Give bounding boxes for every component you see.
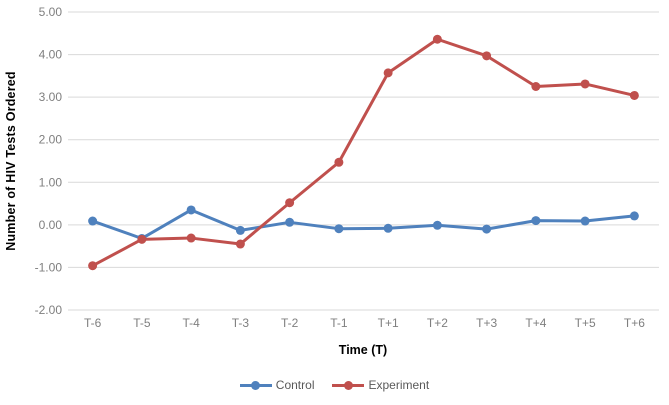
- data-point-control-T-3: [235, 225, 245, 235]
- x-tick-label: T+2: [427, 316, 448, 330]
- data-point-experiment-T+6: [629, 90, 639, 100]
- data-point-experiment-T-1: [334, 157, 344, 167]
- control-swatch-dot: [251, 380, 261, 390]
- x-tick-label: T+6: [624, 316, 645, 330]
- data-point-control-T+6: [629, 211, 639, 221]
- x-axis-title: Time (T): [338, 343, 388, 357]
- legend: Control Experiment: [0, 378, 669, 392]
- data-point-control-T+4: [531, 216, 541, 226]
- y-tick-label: 0.00: [39, 218, 63, 232]
- data-point-experiment-T-5: [137, 234, 147, 244]
- y-tick-label: 5.00: [39, 5, 63, 19]
- data-point-experiment-T-6: [88, 261, 98, 271]
- data-point-control-T+3: [482, 224, 492, 234]
- series-line-control: [91, 208, 636, 240]
- legend-label-experiment: Experiment: [368, 378, 430, 392]
- data-point-control-T-4: [186, 205, 196, 215]
- y-tick-label: 3.00: [39, 90, 63, 104]
- x-tick-label: T-1: [330, 316, 348, 330]
- data-point-experiment-T+3: [482, 51, 492, 61]
- y-tick-label: -2.00: [35, 303, 63, 317]
- data-point-experiment-T+4: [531, 82, 541, 91]
- experiment-swatch-dot: [343, 380, 353, 390]
- x-tick-label: T+3: [476, 316, 497, 330]
- data-point-experiment-T-2: [285, 198, 295, 208]
- y-tick-label: 4.00: [39, 48, 63, 62]
- data-point-control-T-1: [334, 224, 344, 234]
- data-point-experiment-T+2: [432, 34, 442, 44]
- legend-item-control: Control: [239, 378, 315, 392]
- data-point-experiment-T+5: [580, 79, 590, 89]
- data-point-control-T-6: [88, 216, 98, 226]
- data-point-control-T+2: [432, 220, 442, 230]
- x-tick-label: T+5: [575, 316, 596, 330]
- data-point-experiment-T-3: [235, 239, 245, 249]
- control-line-marker-icon: [239, 380, 272, 390]
- data-point-control-T+1: [383, 223, 393, 233]
- x-tick-label: T+1: [378, 316, 399, 330]
- series-line-experiment: [91, 37, 636, 268]
- y-tick-label: 1.00: [39, 175, 63, 189]
- x-tick-label: T-5: [133, 316, 151, 330]
- data-point-control-T-2: [285, 217, 295, 227]
- x-tick-label: T-3: [232, 316, 250, 330]
- y-tick-label: -1.00: [35, 260, 63, 274]
- data-point-experiment-T+1: [383, 68, 393, 78]
- y-axis-title: Number of HIV Tests Ordered: [4, 71, 18, 251]
- legend-label-control: Control: [275, 378, 315, 392]
- data-point-experiment-T-4: [186, 233, 196, 243]
- x-tick-label: T-2: [281, 316, 299, 330]
- x-tick-label: T+4: [525, 316, 546, 330]
- experiment-line-marker-icon: [332, 380, 365, 390]
- x-tick-label: T-6: [84, 316, 102, 330]
- y-tick-label: 2.00: [39, 133, 63, 147]
- x-tick-label: T-4: [182, 316, 200, 330]
- legend-item-experiment: Experiment: [332, 378, 429, 392]
- data-point-control-T+5: [580, 216, 590, 226]
